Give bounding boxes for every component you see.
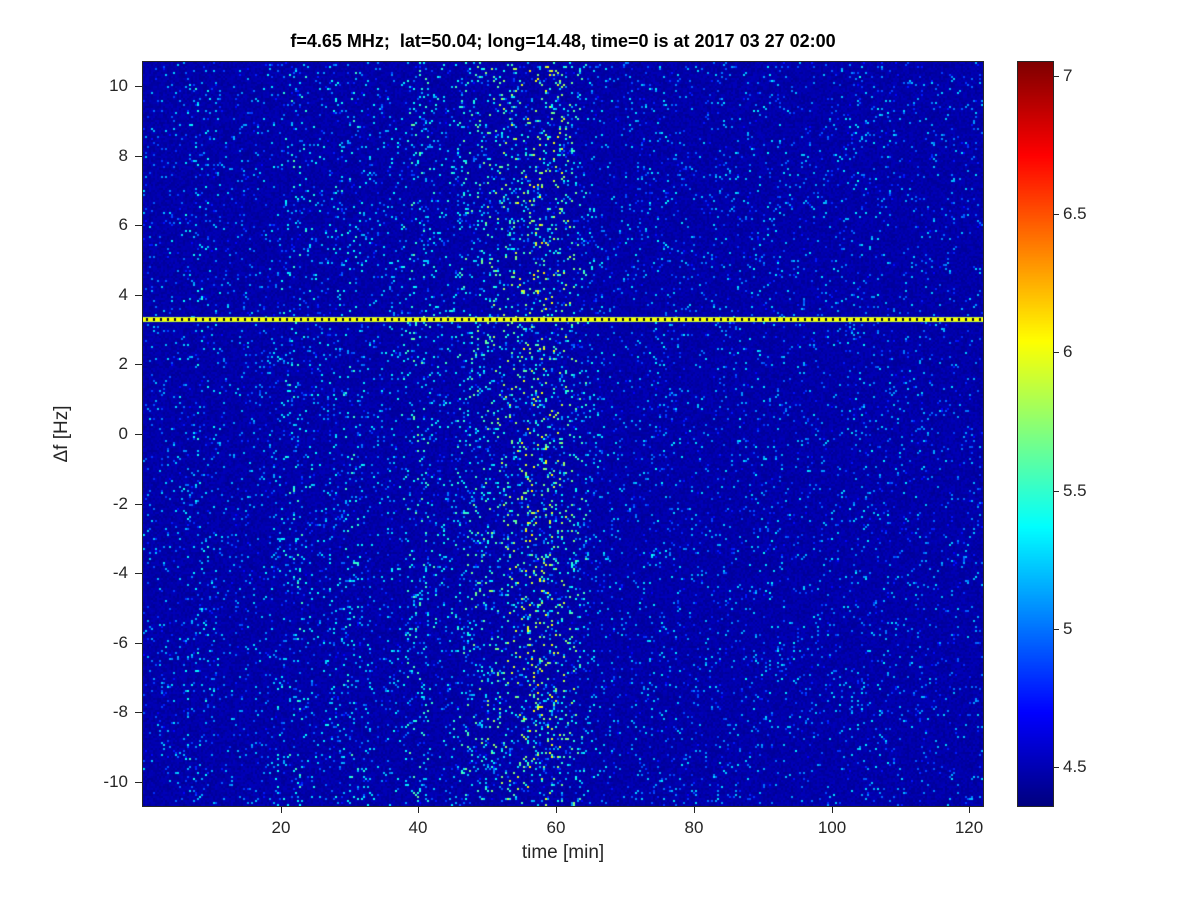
- x-tick-label: 80: [684, 818, 704, 837]
- x-tick-mark: [281, 807, 282, 813]
- y-tick-mark: [135, 643, 142, 644]
- x-tick-label: 60: [546, 818, 566, 837]
- y-tick-mark: [135, 782, 142, 783]
- colorbar-tick-mark: [1054, 767, 1059, 768]
- x-axis-label: time [min]: [521, 842, 605, 863]
- y-tick-label: -6: [112, 633, 128, 652]
- x-tick-mark: [556, 807, 557, 813]
- y-tick-mark: [135, 434, 142, 435]
- y-tick-label: -2: [112, 494, 128, 513]
- colorbar-tick-mark: [1054, 629, 1059, 630]
- plot-title: f=4.65 MHz; lat=50.04; long=14.48, time=…: [290, 31, 836, 51]
- y-tick-label: 8: [118, 146, 128, 165]
- colorbar-canvas: [1018, 62, 1053, 806]
- y-tick-label: 10: [109, 76, 128, 95]
- y-tick-label: -4: [112, 563, 128, 582]
- x-tick-label: 20: [271, 818, 291, 837]
- colorbar-tick-mark: [1054, 491, 1059, 492]
- y-tick-mark: [135, 295, 142, 296]
- y-tick-mark: [135, 225, 142, 226]
- colorbar-tick-label: 6.5: [1063, 204, 1087, 223]
- colorbar-tick-label: 5.5: [1063, 481, 1087, 500]
- y-tick-mark: [135, 86, 142, 87]
- y-tick-label: 0: [118, 424, 128, 443]
- x-tick-mark: [832, 807, 833, 813]
- y-tick-label: -8: [112, 702, 128, 721]
- colorbar-tick-label: 7: [1063, 66, 1073, 85]
- x-tick-label: 120: [954, 818, 984, 837]
- colorbar-tick-label: 6: [1063, 342, 1073, 361]
- x-tick-label: 100: [817, 818, 847, 837]
- colorbar-tick-label: 4.5: [1063, 757, 1087, 776]
- y-tick-mark: [135, 712, 142, 713]
- colorbar-tick-label: 5: [1063, 619, 1073, 638]
- colorbar-tick-mark: [1054, 76, 1059, 77]
- colorbar-tick-mark: [1054, 214, 1059, 215]
- y-tick-label: 6: [118, 215, 128, 234]
- y-tick-mark: [135, 504, 142, 505]
- y-tick-mark: [135, 156, 142, 157]
- y-tick-label: 4: [118, 285, 128, 304]
- y-tick-mark: [135, 573, 142, 574]
- y-tick-label: -10: [103, 772, 128, 791]
- x-tick-mark: [969, 807, 970, 813]
- colorbar-tick-mark: [1054, 352, 1059, 353]
- x-tick-label: 40: [408, 818, 428, 837]
- y-tick-mark: [135, 364, 142, 365]
- x-tick-mark: [694, 807, 695, 813]
- y-tick-label: 2: [118, 354, 128, 373]
- x-tick-mark: [418, 807, 419, 813]
- spectrogram-heatmap-canvas: [143, 62, 983, 806]
